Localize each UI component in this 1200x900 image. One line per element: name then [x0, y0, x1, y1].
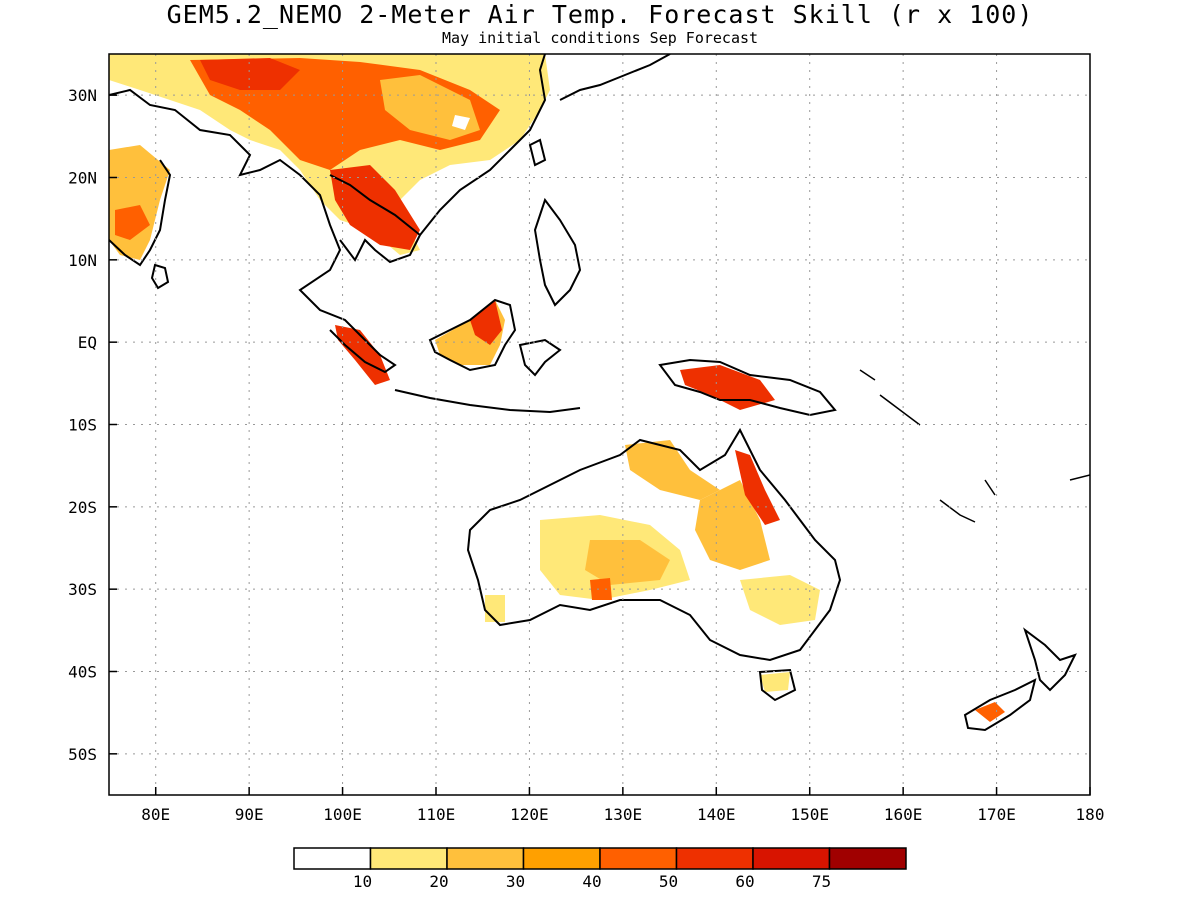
chart-subtitle: May initial conditions Sep Forecast [441, 29, 759, 47]
coastlines [109, 54, 1090, 732]
skill-shading [109, 54, 1005, 722]
coast-nz-south [963, 678, 1037, 732]
coast-taiwan [528, 138, 547, 167]
lat-tick-label: 20N [68, 169, 97, 188]
shade-nz [975, 702, 1005, 722]
shade-china-white [452, 115, 470, 130]
colorbar-swatch [828, 847, 907, 870]
coast-philippines [533, 197, 582, 307]
grid-lines [109, 54, 1090, 795]
lon-tick-label: 150E [790, 805, 829, 824]
coast-borneo [428, 298, 517, 372]
coast-australia [466, 427, 842, 662]
shade-borneo-core [470, 300, 502, 345]
lat-tick-label: 50S [68, 745, 97, 764]
lon-tick-label: 100E [323, 805, 362, 824]
shade-tasmania [760, 672, 790, 692]
coast-india [109, 159, 172, 267]
colorbar-label: 60 [735, 872, 754, 891]
colorbar-swatch [369, 847, 448, 870]
colorbar-label: 75 [812, 872, 831, 891]
coast-java [394, 389, 581, 414]
colorbar-swatch [752, 847, 831, 870]
coast-nz-north [1023, 627, 1077, 692]
colorbar-swatch [599, 847, 678, 870]
lat-tick-label: 30N [68, 86, 97, 105]
coast-pacific-islands [859, 369, 1090, 523]
colorbar-swatch [446, 847, 525, 870]
lon-tick-label: 140E [697, 805, 736, 824]
coast-asia [109, 88, 397, 374]
lon-tick-label: 160E [884, 805, 923, 824]
shade-aus-north [625, 440, 720, 500]
lat-tick-label: 20S [68, 498, 97, 517]
colorbar-label: 40 [582, 872, 601, 891]
colorbar-label: 50 [659, 872, 678, 891]
lon-axis: 80E 90E 100E 110E 120E 130E 140E 150E 160E 170E 18… [141, 787, 1104, 824]
shade-aus-sw [485, 595, 505, 622]
shade-sumatra [335, 325, 390, 385]
coast-china-east [419, 54, 547, 236]
colorbar-swatch [293, 847, 372, 870]
coast-newguinea [658, 358, 837, 417]
lon-tick-label: 80E [141, 805, 170, 824]
colorbar-label: 30 [506, 872, 525, 891]
shade-tibet [200, 58, 300, 90]
colorbar-label: 20 [429, 872, 448, 891]
coast-srilanka [150, 263, 170, 290]
colorbar: 10 20 30 40 50 60 75 [293, 847, 907, 891]
colorbar-swatch [522, 847, 601, 870]
lat-tick-label: 30S [68, 580, 97, 599]
coast-tasmania [758, 668, 797, 702]
lat-tick-label: 40S [68, 663, 97, 682]
colorbar-label: 10 [353, 872, 372, 891]
shade-newguinea [680, 365, 775, 410]
lon-tick-label: 120E [510, 805, 549, 824]
lon-tick-label: 180 [1076, 805, 1105, 824]
shade-india-spots [115, 205, 150, 240]
coast-sulawesi [518, 338, 562, 377]
lat-tick-label: 10N [68, 251, 97, 270]
lon-tick-label: 130E [604, 805, 643, 824]
lat-axis: 30N 20N 10N EQ 10S 20S 30S 40S 50S [68, 86, 117, 764]
shade-aus-se [740, 575, 820, 625]
lat-tick-label: EQ [78, 333, 97, 352]
colorbar-swatch [675, 847, 754, 870]
lon-tick-label: 110E [417, 805, 456, 824]
lon-tick-label: 90E [235, 805, 264, 824]
lon-tick-label: 170E [977, 805, 1016, 824]
shade-aus-center [585, 540, 670, 585]
lat-tick-label: 10S [68, 416, 97, 435]
coast-japan [559, 54, 671, 101]
shade-queensland [735, 450, 780, 525]
shade-aus-south [590, 578, 612, 600]
chart-title: GEM5.2_NEMO 2-Meter Air Temp. Forecast S… [166, 0, 1034, 29]
coast-indochina [329, 174, 422, 264]
